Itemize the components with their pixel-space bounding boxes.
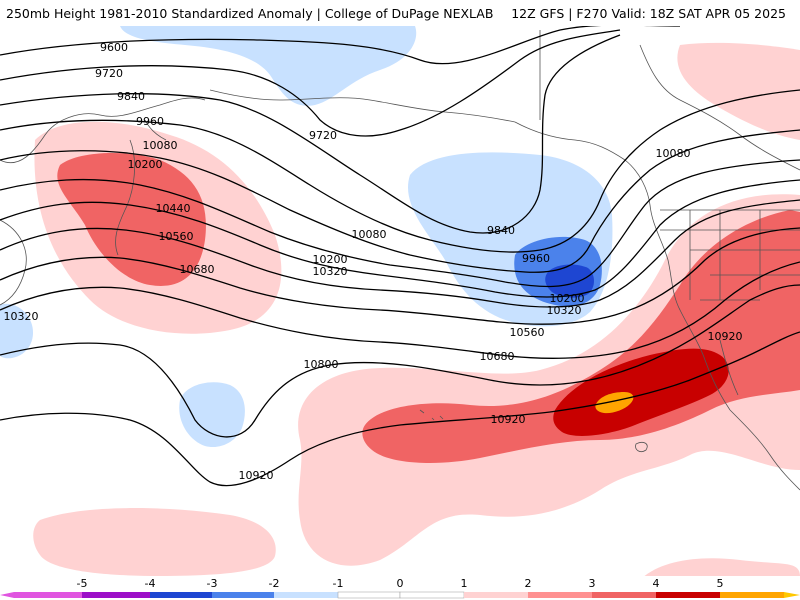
legend-tick-label: 1 xyxy=(461,577,468,590)
contour-label: 10320 xyxy=(4,310,39,323)
legend-swatch xyxy=(399,591,465,599)
legend-tick-label: -3 xyxy=(207,577,218,590)
color-scale-legend: -5 -4 -3 -2 -1 0 1 2 3 4 5 xyxy=(0,577,800,599)
contour-label: 10440 xyxy=(156,202,191,215)
contour-label: 10560 xyxy=(159,230,194,243)
contour-label: 10680 xyxy=(480,350,515,363)
contour-label: 10800 xyxy=(304,358,339,371)
legend-tick-label: 5 xyxy=(717,577,724,590)
contour-label: 9720 xyxy=(309,129,337,142)
contour-label: 9840 xyxy=(117,90,145,103)
legend-swatch xyxy=(656,592,720,598)
contour-label: 9600 xyxy=(100,41,128,54)
contour-label: 10080 xyxy=(656,147,691,160)
legend-left-arrow xyxy=(0,592,14,598)
contour-label: 10320 xyxy=(547,304,582,317)
legend-swatch xyxy=(592,592,656,598)
legend-tick-label: -5 xyxy=(77,577,88,590)
legend-tick-label: 3 xyxy=(589,577,596,590)
contour-label: 9840 xyxy=(487,224,515,237)
contour-label: 10920 xyxy=(239,469,274,482)
legend-tick-label: -4 xyxy=(145,577,156,590)
contour-label: 10320 xyxy=(313,265,348,278)
product-title: 250mb Height 1981-2010 Standardized Anom… xyxy=(6,6,494,21)
legend-tick-label: 0 xyxy=(397,577,404,590)
contour-label: 10560 xyxy=(510,326,545,339)
contour-label: 10200 xyxy=(313,253,348,266)
legend-tick-label: -2 xyxy=(269,577,280,590)
legend-swatch xyxy=(150,592,212,598)
legend-tick-label: -1 xyxy=(333,577,344,590)
legend-swatch xyxy=(337,591,401,599)
negative-anomaly-shading xyxy=(0,26,613,448)
legend-swatch xyxy=(82,592,150,598)
contour-label: 10080 xyxy=(143,139,178,152)
anomaly-map: 9600 9720 9840 9960 10080 10200 10440 10… xyxy=(0,26,800,576)
contour-label: 10920 xyxy=(491,413,526,426)
legend-tick-label: 4 xyxy=(653,577,660,590)
legend-tick-label: 2 xyxy=(525,577,532,590)
model-run-title: 12Z GFS | F270 Valid: 18Z SAT APR 05 202… xyxy=(511,6,786,21)
contour-label: 10920 xyxy=(708,330,743,343)
map-header: 250mb Height 1981-2010 Standardized Anom… xyxy=(0,0,800,26)
legend-swatch xyxy=(14,592,82,598)
legend-swatch xyxy=(720,592,784,598)
legend-swatch xyxy=(464,592,528,598)
contour-label: 10200 xyxy=(128,158,163,171)
contour-label: 10080 xyxy=(352,228,387,241)
contour-label: 9960 xyxy=(522,252,550,265)
legend-right-arrow xyxy=(784,592,800,598)
contour-labels: 9600 9720 9840 9960 10080 10200 10440 10… xyxy=(4,41,743,482)
legend-swatch xyxy=(528,592,592,598)
contour-label: 10680 xyxy=(180,263,215,276)
legend-swatch xyxy=(274,592,338,598)
contour-label: 9720 xyxy=(95,67,123,80)
contour-label: 10200 xyxy=(550,292,585,305)
contour-label: 9960 xyxy=(136,115,164,128)
legend-swatch xyxy=(212,592,274,598)
height-contours xyxy=(0,26,800,487)
